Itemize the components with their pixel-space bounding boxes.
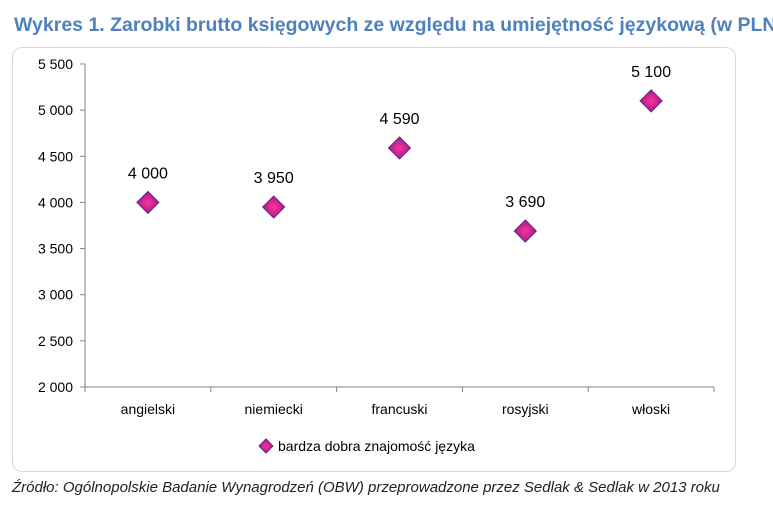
data-point	[136, 190, 160, 215]
data-point	[639, 89, 663, 113]
y-tick-label: 4 500	[38, 148, 73, 164]
y-tick-label: 4 000	[38, 194, 73, 210]
legend-marker	[258, 438, 274, 454]
source-note: Źródło: Ogólnopolskie Badanie Wynagrodze…	[12, 479, 720, 496]
y-tick-label: 2 500	[38, 333, 73, 349]
x-tick-label: angielski	[121, 401, 175, 417]
y-tick-label: 3 000	[38, 287, 73, 303]
data-point	[261, 195, 286, 219]
data-label: 4 000	[128, 165, 168, 182]
legend-label: bardza dobra znajomość języka	[278, 438, 475, 454]
x-tick-label: francuski	[371, 401, 427, 417]
data-label: 4 590	[379, 111, 419, 128]
y-tick-label: 5 000	[38, 102, 73, 118]
x-tick-label: niemiecki	[245, 401, 303, 417]
chart-title: Wykres 1. Zarobki brutto księgowych ze w…	[14, 14, 773, 36]
data-point	[387, 136, 412, 160]
y-tick-label: 3 500	[38, 241, 73, 257]
y-tick-label: 2 000	[38, 379, 73, 395]
x-tick-label: rosyjski	[502, 401, 549, 417]
data-label: 3 690	[505, 194, 545, 211]
x-tick-label: włoski	[631, 401, 670, 417]
y-tick-label: 5 500	[38, 56, 73, 72]
data-label: 3 950	[254, 170, 294, 187]
data-point	[513, 219, 538, 243]
data-label: 5 100	[631, 64, 671, 81]
chart-area	[12, 47, 736, 472]
